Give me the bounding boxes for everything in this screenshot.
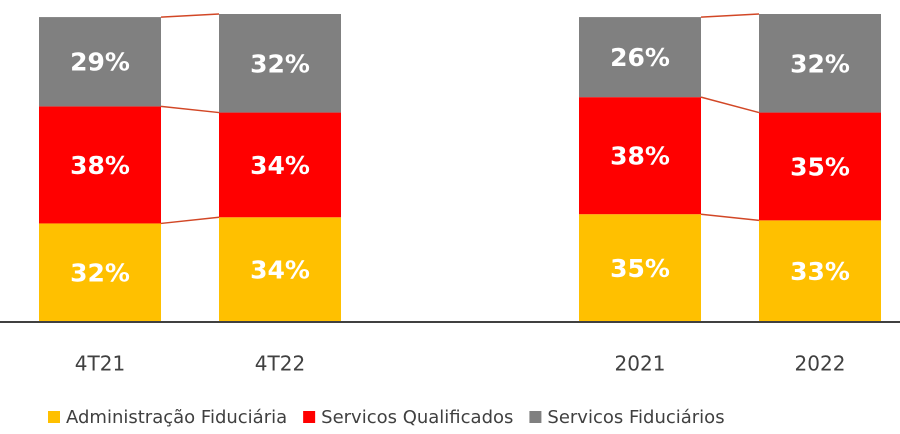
data-label: 34% — [250, 151, 310, 180]
x-tick-label: 4T21 — [75, 352, 125, 376]
connector-line — [700, 13, 760, 18]
data-label: 26% — [610, 43, 670, 72]
data-label: 35% — [610, 254, 670, 283]
bar-segment — [39, 106, 161, 224]
data-label: 35% — [790, 152, 850, 181]
bar-segment — [579, 214, 701, 322]
bar-segment — [39, 17, 161, 107]
connector-line — [160, 105, 220, 114]
bar-segment — [39, 223, 161, 322]
data-label: 32% — [70, 259, 130, 288]
data-label: 34% — [250, 256, 310, 285]
bar-segment — [219, 112, 341, 218]
data-label: 29% — [70, 48, 130, 77]
connector-line — [700, 213, 760, 222]
data-label: 32% — [790, 49, 850, 78]
x-tick-label: 4T22 — [255, 352, 305, 376]
legend-swatch — [529, 411, 542, 423]
connector-line — [160, 216, 220, 225]
bar-segment — [759, 112, 881, 221]
data-label: 32% — [250, 49, 310, 78]
legend-swatch — [48, 411, 60, 423]
data-label: 38% — [70, 151, 130, 180]
connector-line — [160, 13, 220, 18]
x-tick-label: 2021 — [615, 352, 666, 376]
legend-swatch — [303, 411, 316, 423]
x-tick-label: 2022 — [795, 352, 846, 376]
legend-label: Administração Fiduciária — [66, 407, 287, 428]
bar-segment — [219, 14, 341, 113]
bar-segment — [219, 217, 341, 322]
bar-segment — [579, 97, 701, 215]
data-label: 38% — [610, 142, 670, 171]
legend-label: Servicos Fiduciários — [547, 407, 724, 428]
bar-segment — [759, 14, 881, 113]
legend-label: Servicos Qualificados — [321, 407, 513, 428]
bar-segment — [759, 220, 881, 322]
bar-segment — [579, 17, 701, 98]
connector-line — [700, 96, 760, 114]
data-label: 33% — [790, 257, 850, 286]
